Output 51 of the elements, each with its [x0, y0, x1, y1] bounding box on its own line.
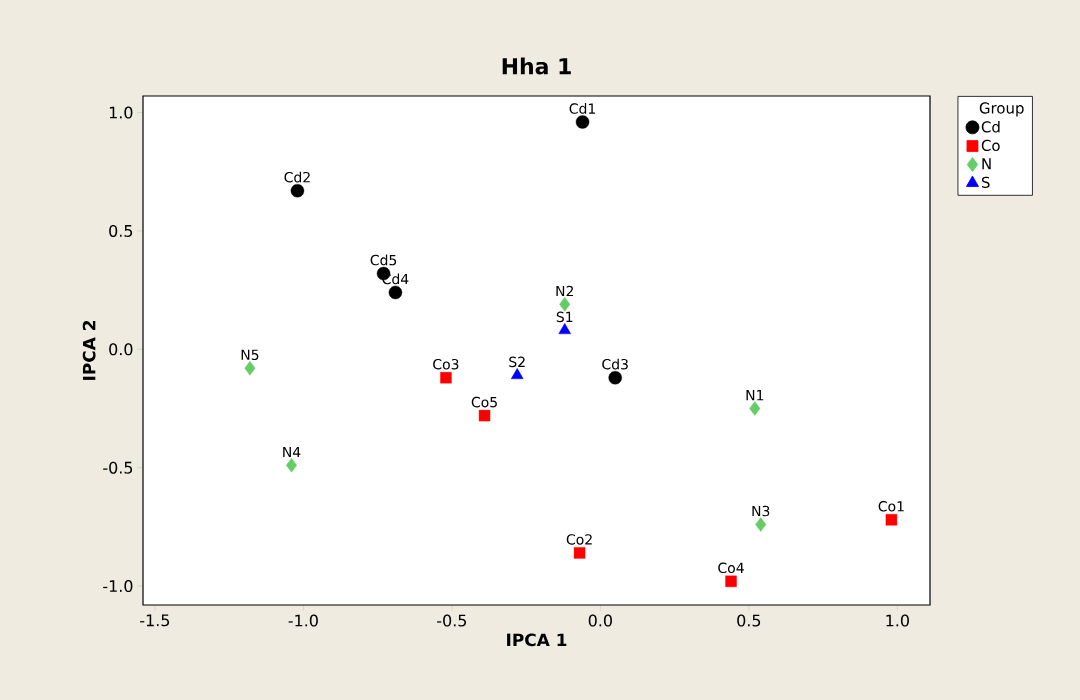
legend-label: N: [982, 158, 991, 170]
legend-title: Group: [979, 102, 1024, 117]
chart-title: Hha 1: [502, 57, 571, 75]
annotation: Cd2: [284, 171, 310, 183]
point: [573, 547, 586, 559]
point: [608, 371, 622, 385]
point: [558, 323, 571, 335]
point: [725, 575, 737, 588]
annotation: Cd5: [370, 254, 397, 266]
annotation: N5: [241, 349, 259, 361]
point: [244, 361, 256, 376]
annotation: Co2: [566, 534, 592, 545]
y-tick-label: 0.0: [109, 343, 133, 356]
point: [749, 401, 761, 416]
annotation: Cd3: [602, 358, 628, 370]
annotation: Co4: [718, 562, 744, 574]
annotation: Co1: [878, 501, 904, 512]
x-tick-label: 0.0: [588, 614, 612, 627]
point: [559, 297, 571, 312]
y-tick-label: -1.0: [103, 580, 133, 593]
y-axis-title: IPCA 2: [82, 320, 96, 380]
legend-label: Co: [981, 139, 1000, 152]
annotation: N2: [556, 285, 573, 297]
legend-label: Cd: [981, 120, 1000, 133]
x-axis-title: IPCA 1: [507, 633, 567, 647]
x-tick-label: -0.5: [437, 614, 467, 627]
annotation: N3: [752, 505, 770, 517]
point: [478, 409, 491, 422]
point: [290, 183, 305, 198]
point: [885, 514, 898, 526]
legend-label: S: [981, 176, 990, 189]
x-tick-label: 1.0: [886, 614, 909, 627]
annotation: Co5: [471, 396, 497, 408]
annotation: Co3: [433, 358, 459, 370]
y-tick-label: 1.0: [109, 106, 133, 119]
x-tick-label: -1.5: [140, 614, 170, 627]
annotation: Cd1: [569, 103, 595, 114]
annotation: N4: [283, 446, 301, 458]
point: [440, 372, 452, 384]
y-tick-label: -0.5: [103, 461, 133, 474]
annotation: N1: [746, 390, 764, 401]
y-tick-label: 0.5: [109, 224, 133, 237]
x-tick-label: -1.0: [288, 614, 318, 627]
annotation: S2: [509, 356, 525, 368]
point: [755, 517, 767, 532]
point: [510, 368, 524, 380]
point: [575, 115, 590, 129]
point: [286, 458, 297, 473]
x-tick-label: 0.5: [737, 614, 761, 627]
annotation: S1: [556, 311, 573, 323]
point: [388, 285, 403, 300]
